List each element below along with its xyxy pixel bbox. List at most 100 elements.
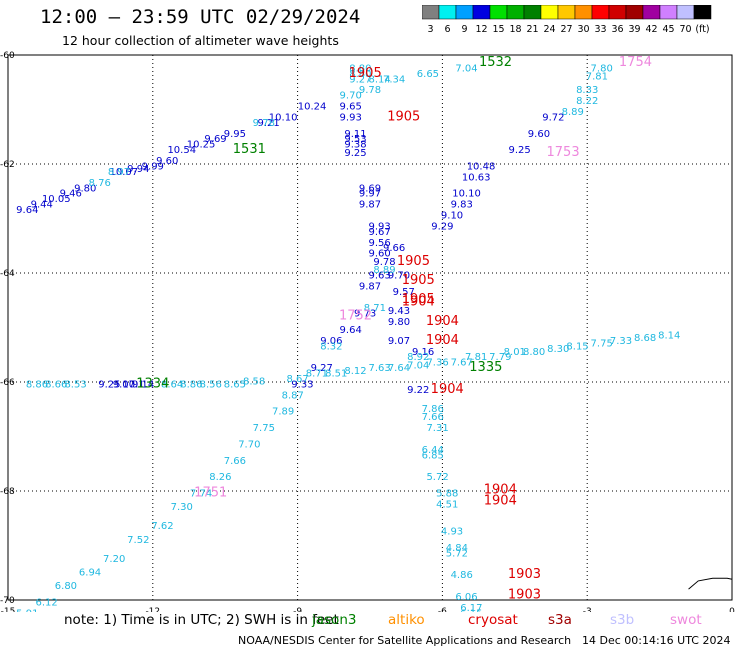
wave-height-label: 7.36 [426, 358, 448, 369]
wave-height-label: 8.80 [349, 63, 371, 74]
wave-height-label: 8.86 [180, 379, 202, 390]
pass-time-label: 1905 [397, 254, 430, 269]
wave-height-label: 9.07 [388, 336, 410, 347]
wave-height-label: 8.12 [344, 366, 366, 377]
wave-height-label: 4.51 [436, 499, 458, 510]
wave-height-label: 8.67 [286, 374, 308, 385]
wave-height-label: 8.15 [566, 341, 588, 352]
wave-height-label: 7.04 [455, 63, 477, 74]
lon-tick-label: 0 [729, 607, 735, 612]
pass-time-label: 1334 [136, 376, 169, 391]
wave-height-label: 5.72 [446, 548, 468, 559]
wave-height-label: 9.80 [388, 317, 410, 328]
footer-credit: NOAA/NESDIS Center for Satellite Applica… [238, 634, 572, 647]
wave-height-label: 8.89 [373, 265, 395, 276]
wave-height-label: 9.94 [127, 164, 149, 175]
pass-time-label: 1752 [339, 308, 372, 323]
wave-height-label: 10.1 [122, 379, 144, 390]
wave-height-label: 8.80 [523, 347, 545, 358]
wave-height-label: 9.66 [383, 243, 405, 254]
colorbar-label: 18 [509, 24, 521, 35]
pass-time-label: 1754 [619, 55, 652, 70]
wave-height-label: 8.80 [349, 69, 371, 80]
wave-height-label: 7.30 [171, 502, 193, 513]
wave-height-label: 6.06 [455, 592, 477, 603]
colorbar-label: 9 [461, 24, 467, 35]
pass-time-label: 1905 [402, 273, 435, 288]
lon-tick-label: -3 [583, 607, 592, 612]
pass-time-label: 1532 [479, 55, 512, 70]
wave-height-label: 9.21 [258, 118, 280, 129]
wave-height-label: 4.86 [451, 570, 473, 581]
wave-height-label: 9.72 [542, 112, 564, 123]
wave-height-label: 9.60 [528, 129, 550, 140]
wave-height-label: 8.66 [45, 379, 67, 390]
wave-height-label: 9.57 [393, 287, 415, 298]
pass-time-label: 1904 [431, 382, 464, 397]
wave-height-label: 9.64 [340, 325, 362, 336]
wave-height-label: 5.91 [16, 608, 38, 612]
wave-height-label: 9.27 [311, 363, 333, 374]
wave-height-label: 7.86 [422, 404, 444, 415]
wave-height-label: 9.22 [407, 385, 429, 396]
colorbar-label: 36 [611, 24, 623, 35]
legend-cryosat: cryosat [468, 612, 518, 628]
wave-height-label: 7.80 [591, 63, 613, 74]
wave-height-label: 8.26 [209, 472, 231, 483]
wave-height-label: 8.97 [108, 167, 130, 178]
wave-height-label: 9.83 [451, 200, 473, 211]
wave-height-label: 6.44 [422, 445, 444, 456]
wave-height-label: 7.89 [272, 407, 294, 418]
wave-height-label: 8.30 [547, 344, 569, 355]
wave-height-label: 4.93 [441, 527, 463, 538]
wave-height-label: 7.64 [388, 363, 410, 374]
wave-height-label: 8.64 [161, 379, 183, 390]
wave-height-label: 6.94 [79, 567, 101, 578]
wave-height-label: 7.33 [610, 336, 632, 347]
wave-height-label: 8.71 [306, 369, 328, 380]
wave-height-label: 9.63 [369, 270, 391, 281]
wave-height-label: 9.64 [16, 205, 38, 216]
wave-height-label: 7.81 [465, 352, 487, 363]
wave-height-label: 9.80 [74, 183, 96, 194]
wave-height-label: 8.89 [562, 107, 584, 118]
pass-time-label: 1335 [469, 360, 502, 375]
page-title: 12:00 – 23:59 UTC 02/29/2024 [40, 6, 361, 28]
wave-height-label: 7.20 [103, 554, 125, 565]
colorbar-label: 24 [543, 24, 555, 35]
legend-jason3: jason3 [312, 612, 357, 628]
wave-height-label: 8.87 [282, 390, 304, 401]
pass-time-label: 1905 [402, 292, 435, 307]
wave-height-label: 9.70 [388, 270, 410, 281]
wave-height-label: 10.24 [298, 102, 327, 113]
wave-height-label: 7.31 [426, 423, 448, 434]
wave-height-label: 7.66 [422, 412, 444, 423]
wave-height-label: 8.14 [369, 74, 391, 85]
colorbar-label: 45 [662, 24, 674, 35]
legend-note: note: 1) Time is in UTC; 2) SWH is in fe… [64, 612, 339, 628]
pass-time-label: 1904 [426, 333, 459, 348]
wave-height-label: 8.76 [89, 178, 111, 189]
wave-height-label: 7.63 [369, 363, 391, 374]
pass-time-label: 1753 [547, 145, 580, 160]
pass-time-label: 1905 [387, 109, 420, 124]
colorbar-label: 15 [492, 24, 504, 35]
wave-height-label: 9.10 [441, 211, 463, 222]
wave-height-label: 8.01 [504, 347, 526, 358]
wave-height-label: 8.53 [64, 379, 86, 390]
wave-height-label: 10.48 [467, 161, 496, 172]
colorbar-label: 70 [679, 24, 691, 35]
pass-time-label: 1904 [402, 295, 435, 310]
wave-height-label: 9.97 [359, 189, 381, 200]
wave-height-label: 6.65 [417, 69, 439, 80]
legend-s3b: s3b [610, 612, 635, 628]
colorbar-label: 42 [645, 24, 657, 35]
lon-tick-label: -6 [438, 607, 447, 612]
page-subtitle: 12 hour collection of altimeter wave hei… [62, 33, 339, 48]
wave-height-label: 8.14 [658, 330, 680, 341]
lat-tick-label: -60 [0, 51, 15, 61]
wave-height-label: 9.93 [340, 112, 362, 123]
map-frame [7, 54, 733, 601]
lon-tick-label: -9 [293, 607, 302, 612]
pass-time-label: 1903 [518, 611, 551, 612]
